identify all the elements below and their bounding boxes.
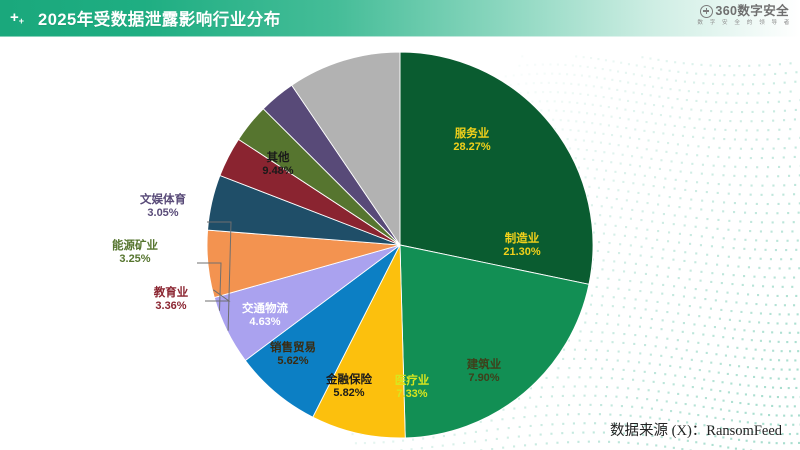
page-title: 2025年受数据泄露影响行业分布	[38, 11, 281, 29]
plus-decoration-icon: ++	[10, 9, 25, 26]
pie-slice-label: 建筑业 7.90%	[424, 358, 544, 385]
pie-leader-line	[207, 221, 232, 331]
pie-slice[interactable]	[399, 51, 594, 285]
brand-logo: 360数字安全 数 字 安 全 的 领 导 者	[697, 5, 792, 27]
pie-slice-label-value: 7.90%	[468, 372, 500, 385]
brand-tagline: 数 字 安 全 的 领 导 者	[697, 20, 792, 26]
pie-slice-label-name: 服务业	[454, 128, 490, 140]
brand-name: 360数字安全	[715, 4, 789, 19]
pie-slice-label-value: 9.48%	[262, 165, 294, 178]
pie-slice-label: 教育业 3.36%	[116, 286, 226, 313]
pie-slice-label-name: 销售贸易	[270, 342, 316, 354]
pie-slice-label-value: 5.62%	[277, 355, 309, 368]
header-underline	[0, 36, 800, 37]
pie-slice-label-name: 金融保险	[326, 374, 372, 386]
pie-slice-label: 能源矿业 3.25%	[80, 239, 190, 266]
pie-slice-label: 金融保险 5.82%	[289, 373, 409, 400]
pie-slices	[206, 51, 594, 439]
pie-slice-label: 其他 9.48%	[218, 151, 338, 178]
pie-slice-label-value: 21.30%	[503, 246, 541, 259]
pie-chart-canvas	[197, 51, 594, 439]
pie-slice[interactable]	[291, 51, 401, 247]
pie-slice-label-value: 4.63%	[249, 316, 281, 329]
pie-slice-label-name: 文娱体育	[140, 194, 186, 206]
pie-slice-label-value: 3.05%	[147, 207, 179, 220]
data-source-note: 数据来源 (X)：RansomFeed	[610, 423, 782, 439]
pie-slice-label-name: 建筑业	[466, 359, 502, 371]
pie-leader-line	[197, 262, 222, 311]
pie-slice-label-name: 医疗业	[394, 375, 430, 387]
pie-slice-label-value: 3.25%	[119, 253, 151, 266]
pie-slice-label-name: 制造业	[504, 233, 540, 245]
pie-slice-label-name: 其他	[266, 152, 290, 164]
pie-slice-label-value: 3.36%	[155, 300, 187, 313]
pie-slice-label-value: 7.33%	[396, 388, 428, 401]
pie-slice-label: 服务业 28.27%	[412, 127, 532, 154]
pie-slice-label: 制造业 21.30%	[462, 232, 582, 259]
pie-slice[interactable]	[399, 244, 590, 439]
pie-slice-label: 交通物流 4.63%	[205, 302, 325, 329]
pie-slice-label: 文娱体育 3.05%	[108, 193, 218, 220]
pie-slice-label: 医疗业 7.33%	[352, 374, 472, 401]
pie-slice-label-value: 5.82%	[333, 387, 365, 400]
pie-chart: 服务业 28.27% 制造业 21.30% 建筑业 7.90% 医疗业 7.33% 金融保险 5.…	[0, 36, 800, 450]
header-bar: ++ 2025年受数据泄露影响行业分布	[0, 0, 800, 36]
pie-leader-lines	[197, 221, 232, 331]
pie-slice-label-name: 教育业	[153, 287, 189, 299]
pie-slice-label-value: 28.27%	[453, 141, 491, 154]
pie-slice-label: 销售贸易 5.62%	[233, 341, 353, 368]
circle-plus-icon	[700, 5, 714, 18]
pie-slice-label-name: 交通物流	[242, 303, 288, 315]
pie-slice-label-name: 能源矿业	[112, 240, 158, 252]
pie-slice[interactable]	[312, 244, 406, 439]
